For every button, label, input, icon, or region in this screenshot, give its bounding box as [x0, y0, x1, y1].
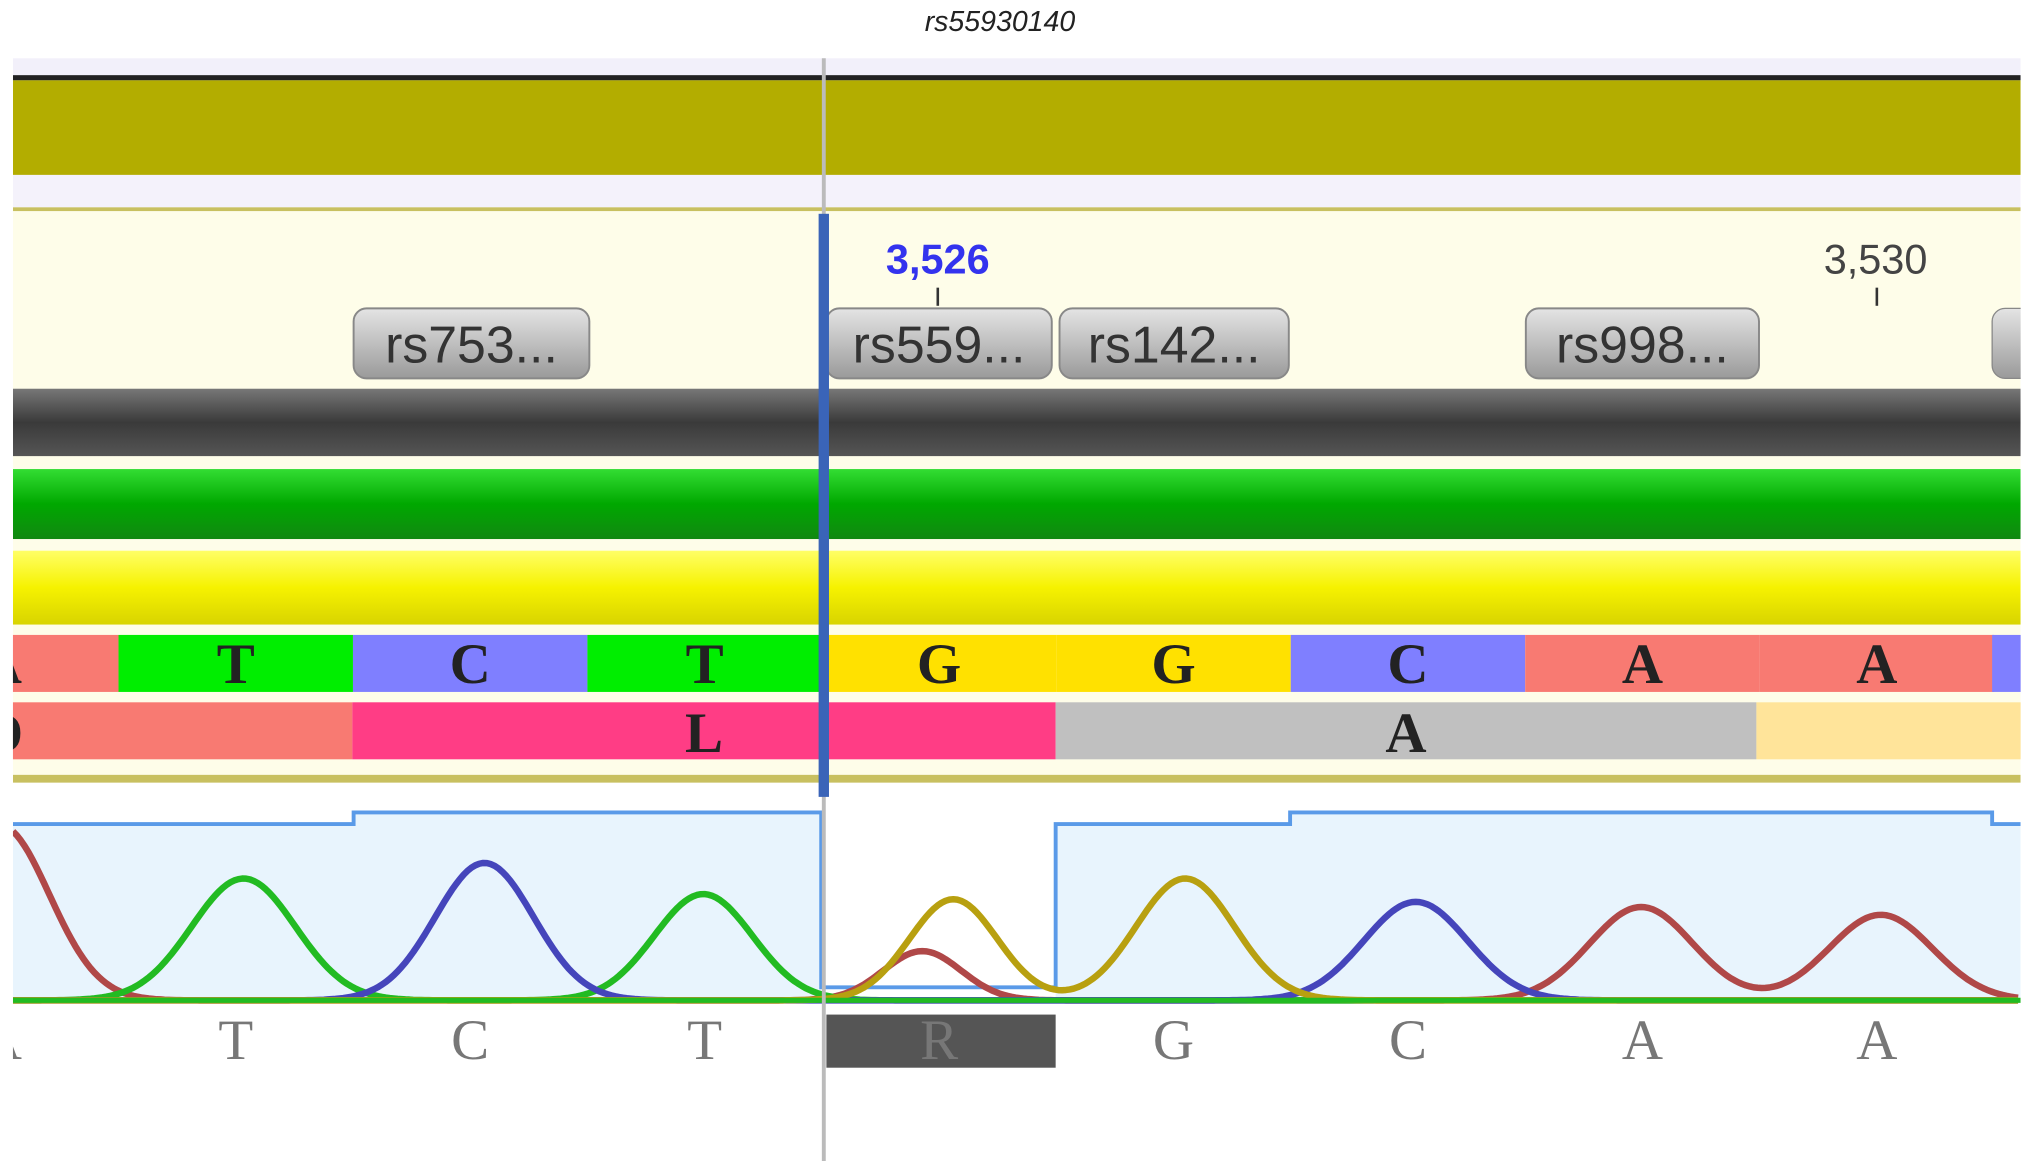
variant-title: rs55930140: [925, 6, 1076, 38]
base-call: C: [1389, 1009, 1427, 1072]
codon-cell: [352, 702, 1056, 760]
spacer: [12, 174, 2021, 208]
base-cell: [1759, 634, 1995, 692]
reference-base: A: [1856, 633, 1897, 696]
variant-label: rs753...: [385, 316, 558, 374]
base-call: C: [451, 1009, 489, 1072]
base-cell: [821, 634, 1057, 692]
variant-button[interactable]: [352, 307, 591, 380]
tracks: 3,526 3,530 rs753... rs559... rs142... rs99…: [0, 58, 2031, 1072]
base-call: A: [1856, 1009, 1897, 1072]
yellow-track: [12, 550, 2021, 625]
reference-base: C: [1387, 633, 1428, 696]
reference-base: G: [1151, 633, 1195, 696]
base-cell: [352, 634, 588, 692]
reference-base: G: [917, 633, 961, 696]
variant-button[interactable]: [1058, 307, 1290, 380]
base-cell: [1992, 634, 2021, 692]
amino-acid: A: [1385, 702, 1426, 765]
codon-cell: [1055, 702, 1757, 760]
base-call: A: [0, 1009, 22, 1072]
base-call: T: [687, 1009, 722, 1072]
base-call: R: [920, 1009, 958, 1072]
amino-acid: L: [685, 702, 723, 765]
amino-acid: D: [0, 702, 23, 765]
ruler-label: 3,526: [886, 236, 990, 283]
base-call: A: [1622, 1009, 1663, 1072]
ruler-label: 3,530: [1824, 236, 1928, 283]
reference-base: T: [686, 633, 724, 696]
variant-label: rs142...: [1088, 316, 1261, 374]
base-call: T: [218, 1009, 253, 1072]
base-cell: [1525, 634, 1760, 692]
header-band: [12, 58, 2021, 76]
reference-base: T: [217, 633, 255, 696]
base-call: G: [1153, 1009, 1194, 1072]
quality-area: [12, 812, 822, 1001]
reference-base: C: [450, 633, 491, 696]
olive-track: [12, 80, 2021, 175]
variant-button[interactable]: [1991, 307, 2031, 380]
variant-label: rs998...: [1556, 316, 1729, 374]
divider: [12, 207, 2021, 212]
variant-label: rs559...: [853, 316, 1026, 374]
quality-area: [1055, 812, 2021, 1001]
divider: [12, 774, 2021, 783]
codon-cell: [12, 702, 353, 760]
green-track: [12, 469, 2021, 540]
base-cell: [118, 634, 353, 692]
quality-line: [12, 810, 2021, 990]
divider: [12, 75, 2021, 81]
gray-track: [12, 388, 2021, 457]
base-cell: [1290, 634, 1526, 692]
base-cell: [587, 634, 822, 692]
codon-cell: [1756, 702, 2021, 760]
ambiguous-call-box: [826, 1014, 1056, 1068]
variant-button[interactable]: [1524, 307, 1760, 380]
position-marker: [818, 213, 829, 797]
reference-base: A: [0, 633, 22, 696]
base-cell: [1056, 634, 1291, 692]
base-cell: [12, 634, 119, 692]
reference-base: A: [1622, 633, 1663, 696]
